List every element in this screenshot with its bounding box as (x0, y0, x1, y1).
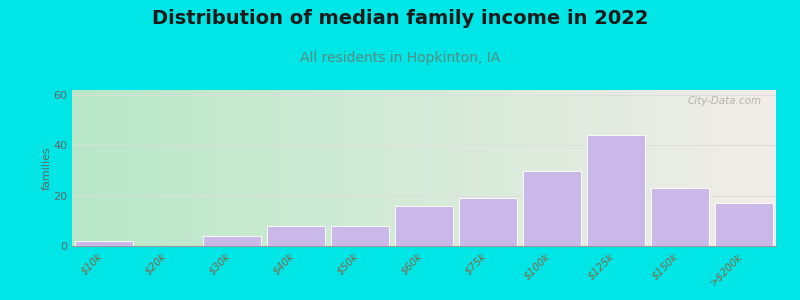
Bar (74, 241, 134, 246)
Bar (202, 236, 262, 246)
Bar (458, 198, 518, 246)
Bar (586, 135, 646, 246)
Y-axis label: families: families (42, 146, 52, 190)
Bar (522, 170, 582, 246)
Bar (266, 226, 326, 246)
Text: City-Data.com: City-Data.com (688, 96, 762, 106)
Bar (714, 203, 774, 246)
Text: All residents in Hopkinton, IA: All residents in Hopkinton, IA (300, 51, 500, 65)
Text: Distribution of median family income in 2022: Distribution of median family income in … (152, 9, 648, 28)
Bar (650, 188, 710, 246)
Bar (330, 226, 390, 246)
Bar (394, 206, 454, 246)
